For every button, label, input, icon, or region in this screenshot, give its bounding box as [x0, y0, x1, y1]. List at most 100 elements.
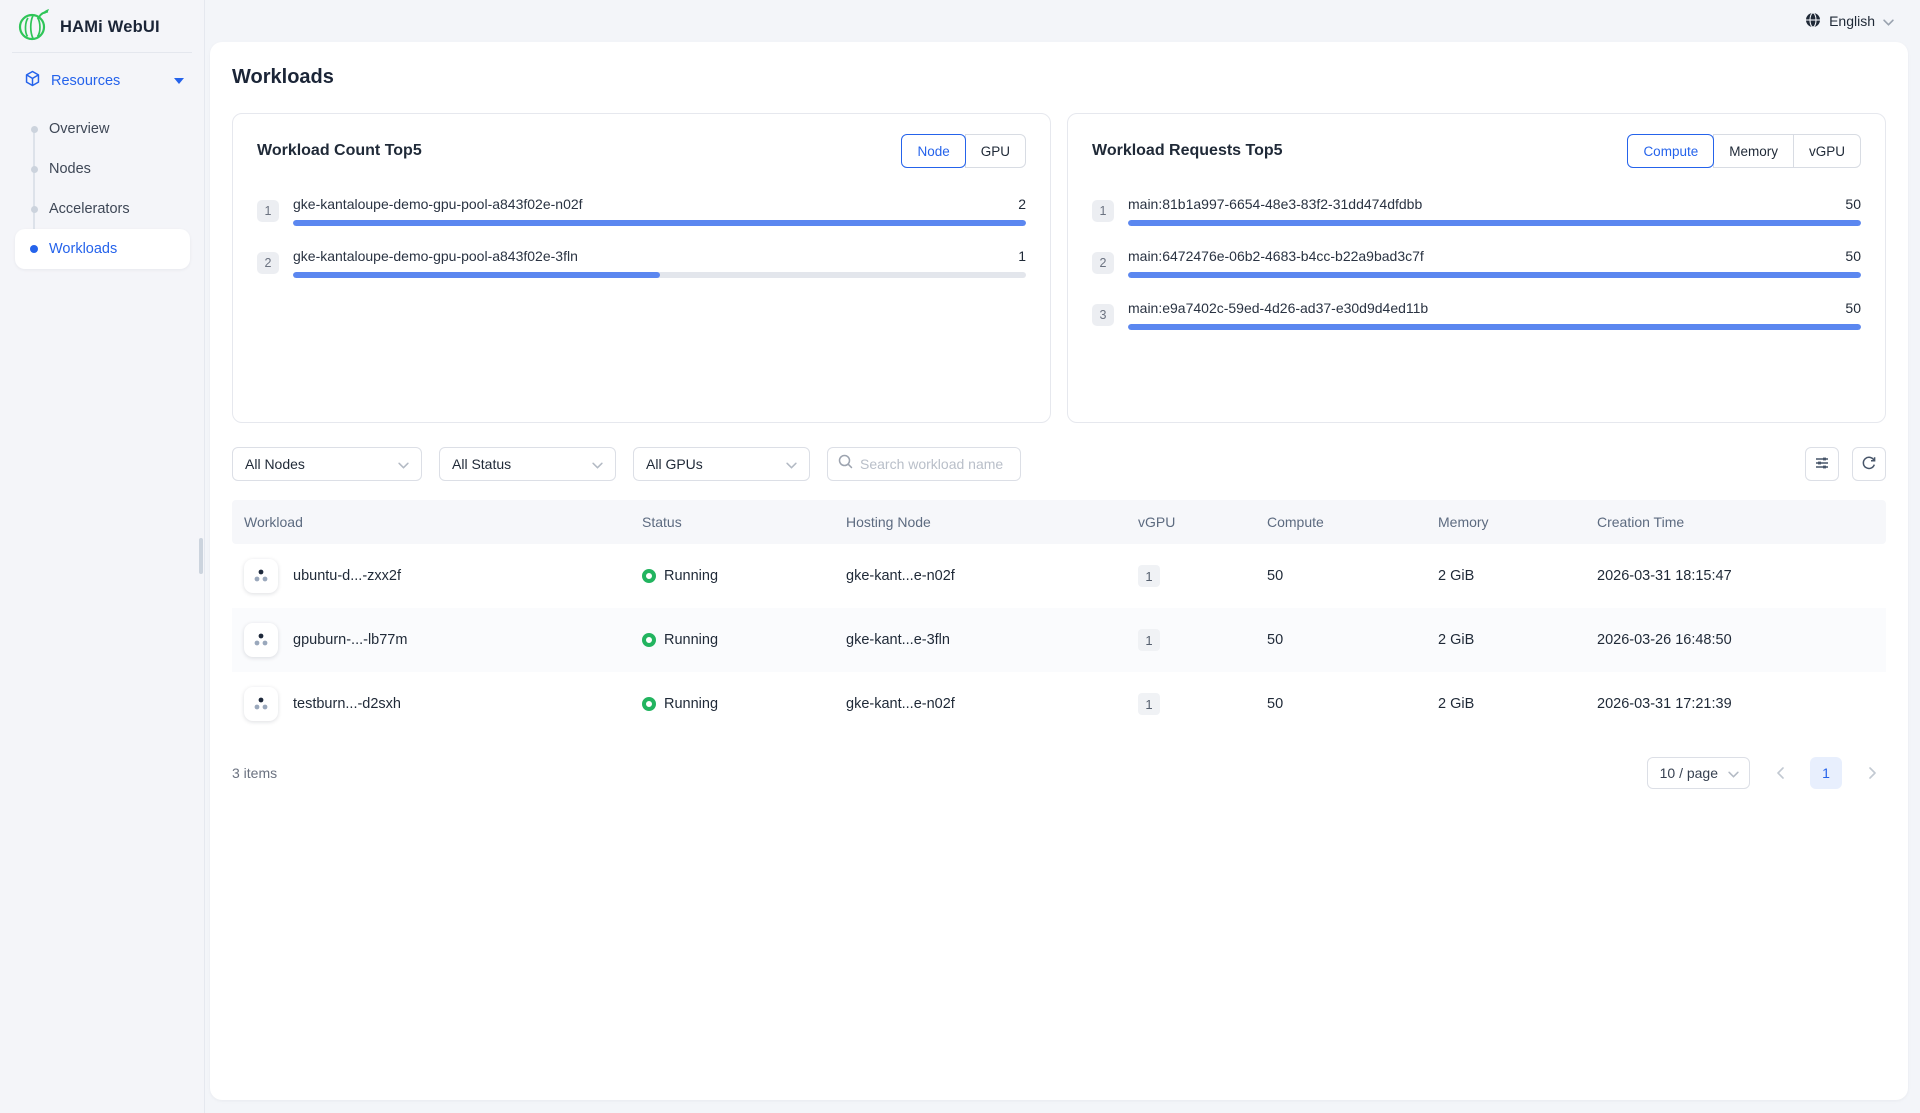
chevron-down-icon [1883, 13, 1894, 29]
rank-row: 1 main:81b1a997-6654-48e3-83f2-31dd474df… [1092, 196, 1861, 226]
page-size-value: 10 / page [1660, 765, 1718, 781]
chevron-down-icon [398, 456, 409, 472]
workload-requests-card: Workload Requests Top5 Compute Memory vG… [1067, 113, 1886, 423]
table-header: Workload Status Hosting Node vGPU Comput… [232, 500, 1886, 544]
nodes-filter-value: All Nodes [245, 456, 305, 472]
card-title: Workload Count Top5 [257, 142, 422, 160]
rank-badge: 2 [1092, 252, 1114, 274]
workload-name[interactable]: testburn...-d2sxh [293, 696, 401, 712]
content-panel: Workloads Workload Count Top5 Node GPU 1 [210, 42, 1908, 1100]
sidebar-item-overview[interactable]: Overview [15, 109, 190, 149]
refresh-button[interactable] [1852, 447, 1886, 481]
status-filter-select[interactable]: All Status [439, 447, 616, 481]
bar-fill [293, 220, 1026, 226]
globe-icon [1805, 12, 1821, 31]
page-number-1[interactable]: 1 [1810, 757, 1842, 789]
compute-cell: 50 [1255, 696, 1426, 712]
sidebar-divider [12, 52, 192, 53]
sidebar-item-nodes[interactable]: Nodes [15, 149, 190, 189]
col-header-memory: Memory [1426, 514, 1585, 530]
col-header-creation-time: Creation Time [1585, 514, 1886, 530]
bar-fill [1128, 324, 1861, 330]
memory-cell: 2 GiB [1426, 632, 1585, 648]
refresh-icon [1861, 455, 1877, 474]
gpus-filter-select[interactable]: All GPUs [633, 447, 810, 481]
workload-name[interactable]: gpuburn-...-lb77m [293, 632, 407, 648]
hosting-node-cell: gke-kant...e-3fln [834, 632, 1126, 648]
top5-cards: Workload Count Top5 Node GPU 1 gke-kanta… [232, 113, 1886, 423]
bar-fill [293, 272, 660, 278]
bar-track [293, 272, 1026, 278]
col-header-status: Status [630, 514, 834, 530]
sidebar-section-resources[interactable]: Resources [0, 59, 204, 103]
toggle-vgpu-button[interactable]: vGPU [1793, 134, 1861, 168]
workload-search-box [827, 447, 1021, 481]
memory-cell: 2 GiB [1426, 696, 1585, 712]
caret-down-icon [174, 78, 184, 84]
toggle-gpu-button[interactable]: GPU [965, 134, 1026, 168]
rank-label: gke-kantaloupe-demo-gpu-pool-a843f02e-n0… [293, 196, 583, 212]
search-icon [838, 454, 853, 474]
tree-dot-active [30, 245, 38, 253]
table-footer: 3 items 10 / page 1 [232, 757, 1886, 789]
toggle-node-button[interactable]: Node [901, 134, 965, 168]
cube-icon [24, 70, 41, 92]
requests-toggle-group: Compute Memory vGPU [1627, 134, 1861, 168]
pod-icon [244, 623, 278, 657]
app-root: HAMi WebUI Resources Overview Nod [0, 0, 1920, 1113]
rank-row: 1 gke-kantaloupe-demo-gpu-pool-a843f02e-… [257, 196, 1026, 226]
rank-label: gke-kantaloupe-demo-gpu-pool-a843f02e-3f… [293, 248, 578, 264]
toggle-memory-button[interactable]: Memory [1713, 134, 1794, 168]
creation-time-cell: 2026-03-31 18:15:47 [1585, 568, 1886, 584]
melon-logo-icon [16, 8, 50, 47]
sidebar-tree: Overview Nodes Accelerators Workloads [15, 109, 190, 269]
pod-icon [244, 687, 278, 721]
page-size-select[interactable]: 10 / page [1647, 757, 1750, 789]
sidebar-item-workloads[interactable]: Workloads [15, 229, 190, 269]
count-toggle-group: Node GPU [901, 134, 1026, 168]
table-row[interactable]: ubuntu-d...-zxx2f Running gke-kant...e-n… [232, 544, 1886, 608]
prev-page-button[interactable] [1766, 759, 1794, 787]
rank-badge: 1 [1092, 200, 1114, 222]
table-row[interactable]: gpuburn-...-lb77m Running gke-kant...e-3… [232, 608, 1886, 672]
rank-value: 2 [1018, 196, 1026, 212]
search-input[interactable] [860, 456, 1010, 472]
workload-name[interactable]: ubuntu-d...-zxx2f [293, 568, 401, 584]
language-selector[interactable]: English [1805, 12, 1894, 31]
rank-value: 1 [1018, 248, 1026, 264]
status-label: Running [664, 696, 718, 712]
rank-label: main:81b1a997-6654-48e3-83f2-31dd474dfdb… [1128, 196, 1422, 212]
next-page-button[interactable] [1858, 759, 1886, 787]
table-row[interactable]: testburn...-d2sxh Running gke-kant...e-n… [232, 672, 1886, 736]
vgpu-badge: 1 [1138, 565, 1160, 587]
status-label: Running [664, 632, 718, 648]
memory-cell: 2 GiB [1426, 568, 1585, 584]
sidebar-item-label: Nodes [49, 161, 91, 177]
bar-track [1128, 324, 1861, 330]
col-header-vgpu: vGPU [1126, 514, 1255, 530]
nodes-filter-select[interactable]: All Nodes [232, 447, 422, 481]
chevron-down-icon [1728, 765, 1739, 781]
tree-dot [31, 166, 38, 173]
status-label: Running [664, 568, 718, 584]
rank-badge: 1 [257, 200, 279, 222]
column-settings-icon [1814, 455, 1830, 474]
bar-track [293, 220, 1026, 226]
gpus-filter-value: All GPUs [646, 456, 703, 472]
tree-dot [31, 206, 38, 213]
rank-value: 50 [1845, 196, 1861, 212]
col-header-hosting-node: Hosting Node [834, 514, 1126, 530]
status-filter-value: All Status [452, 456, 511, 472]
column-settings-button[interactable] [1805, 447, 1839, 481]
tree-dot [31, 126, 38, 133]
bar-fill [1128, 272, 1861, 278]
sidebar-resize-handle[interactable] [199, 538, 203, 574]
running-status-icon [642, 697, 656, 711]
bar-track [1128, 272, 1861, 278]
card-title: Workload Requests Top5 [1092, 142, 1283, 160]
sidebar-item-accelerators[interactable]: Accelerators [15, 189, 190, 229]
main-column: English Workloads Workload Count Top5 No… [205, 0, 1920, 1113]
filter-row: All Nodes All Status All GPUs [232, 447, 1886, 481]
col-header-compute: Compute [1255, 514, 1426, 530]
toggle-compute-button[interactable]: Compute [1627, 134, 1714, 168]
